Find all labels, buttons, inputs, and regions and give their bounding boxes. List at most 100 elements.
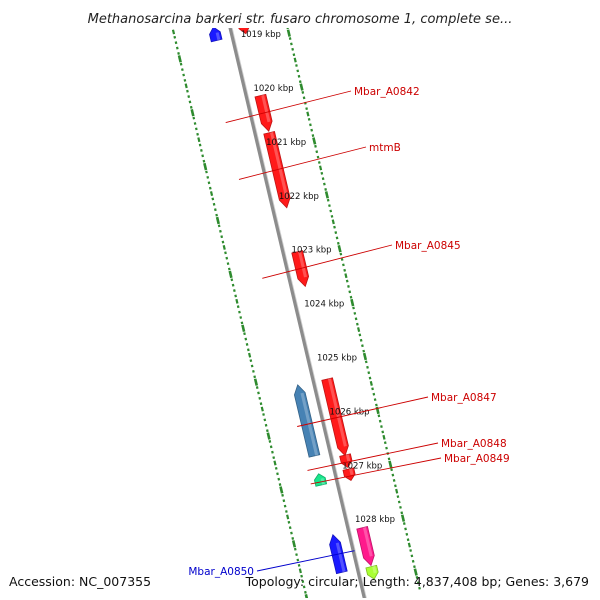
- minor-tick: [371, 387, 374, 391]
- minor-tick: [188, 100, 192, 104]
- minor-tick: [411, 559, 415, 563]
- minor-tick: [276, 472, 279, 476]
- minor-tick: [345, 279, 349, 283]
- scale-label: 1022 kbp: [279, 192, 319, 202]
- scale-ticks-right: [171, 29, 309, 598]
- minor-tick: [277, 477, 281, 481]
- minor-tick: [296, 558, 300, 562]
- minor-tick: [236, 305, 240, 309]
- gene-label[interactable]: Mbar_A0845: [395, 240, 461, 252]
- gene-minus-strand-gene[interactable]: [313, 473, 328, 487]
- gene-plus-strand-gene[interactable]: [237, 19, 250, 35]
- gene-arrow[interactable]: [237, 19, 250, 35]
- minor-tick: [358, 333, 362, 337]
- gene-minus-strand-gene[interactable]: [209, 27, 223, 43]
- minor-tick: [212, 202, 216, 206]
- minor-tick: [399, 505, 402, 509]
- minor-tick: [291, 537, 295, 540]
- accession-text: Accession: NC_007355: [9, 574, 151, 589]
- minor-tick: [310, 128, 314, 132]
- minor-tick: [368, 376, 372, 380]
- minor-tick: [231, 283, 235, 287]
- minor-tick: [375, 403, 378, 407]
- gene-arrow[interactable]: [356, 526, 375, 567]
- minor-tick: [208, 186, 212, 190]
- major-tick: [324, 191, 329, 199]
- minor-tick: [285, 510, 288, 513]
- minor-tick: [249, 359, 253, 363]
- minor-tick: [192, 116, 196, 120]
- minor-tick: [317, 161, 321, 164]
- gene-mbar_a0850[interactable]: [356, 526, 375, 567]
- minor-tick: [197, 137, 201, 143]
- gene-highlight: [345, 454, 351, 462]
- minor-tick: [348, 290, 352, 294]
- major-tick: [413, 568, 418, 576]
- gene-label[interactable]: Mbar_A0848: [441, 438, 507, 450]
- minor-tick: [217, 224, 221, 228]
- minor-tick: [177, 52, 180, 55]
- scale-label: 1019 kbp: [241, 30, 281, 40]
- minor-tick: [320, 171, 324, 175]
- minor-tick: [243, 332, 246, 336]
- minor-tick: [392, 479, 396, 482]
- minor-tick: [326, 198, 330, 202]
- minor-tick: [406, 538, 410, 542]
- gene-arrow[interactable]: [365, 564, 379, 580]
- minor-tick: [397, 500, 401, 504]
- gene-label[interactable]: Mbar_A0849: [444, 453, 510, 465]
- major-tick: [350, 298, 355, 307]
- gene-arrow[interactable]: [293, 384, 321, 458]
- gene-label[interactable]: mtmB: [369, 142, 401, 154]
- minor-tick: [364, 360, 368, 364]
- major-tick: [304, 594, 309, 598]
- minor-tick: [307, 117, 311, 121]
- minor-tick: [334, 231, 338, 234]
- gene-minus-strand-gene[interactable]: [293, 384, 321, 458]
- minor-tick: [288, 526, 292, 530]
- gene-label[interactable]: Mbar_A0850: [188, 566, 254, 578]
- leader-line: [307, 442, 439, 471]
- gene-mbar_a0848[interactable]: [339, 453, 353, 468]
- major-tick: [299, 83, 304, 91]
- minor-tick: [184, 83, 188, 89]
- minor-tick: [356, 322, 359, 326]
- minor-tick: [244, 337, 248, 341]
- minor-tick: [353, 311, 357, 315]
- minor-tick: [382, 434, 386, 440]
- minor-tick: [211, 197, 215, 201]
- gene-arrow[interactable]: [313, 473, 328, 487]
- minor-tick: [301, 580, 305, 583]
- gene-arrow[interactable]: [209, 27, 223, 43]
- major-tick: [337, 245, 342, 253]
- minor-tick: [349, 295, 353, 299]
- gene-highlight: [372, 565, 377, 574]
- minor-tick: [230, 278, 234, 282]
- minor-tick: [179, 62, 183, 66]
- minor-tick: [268, 440, 272, 443]
- minor-tick: [183, 78, 187, 82]
- minor-tick: [227, 267, 231, 271]
- scale-label: 1027 kbp: [342, 461, 382, 471]
- minor-tick: [378, 419, 382, 423]
- gene-arrow[interactable]: [321, 377, 349, 457]
- minor-tick: [295, 64, 298, 67]
- topology-summary: Topology: circular; Length: 4,837,408 bp…: [245, 574, 589, 589]
- minor-tick: [258, 396, 262, 400]
- minor-tick: [336, 241, 340, 245]
- gene-arrow[interactable]: [339, 453, 353, 468]
- minor-tick: [295, 553, 298, 557]
- gene-label[interactable]: Mbar_A0847: [431, 392, 497, 404]
- minor-tick: [207, 181, 211, 185]
- minor-tick: [278, 483, 282, 486]
- gene-label[interactable]: Mbar_A0842: [354, 86, 420, 98]
- minor-tick: [391, 473, 395, 477]
- minor-tick: [271, 450, 274, 454]
- gene-mbar_a0847[interactable]: [321, 377, 349, 457]
- minor-tick: [173, 35, 177, 39]
- gene-plus-strand-gene[interactable]: [365, 564, 379, 580]
- minor-tick: [352, 306, 355, 310]
- minor-tick: [404, 527, 407, 531]
- minor-tick: [302, 96, 306, 100]
- major-tick: [190, 109, 195, 117]
